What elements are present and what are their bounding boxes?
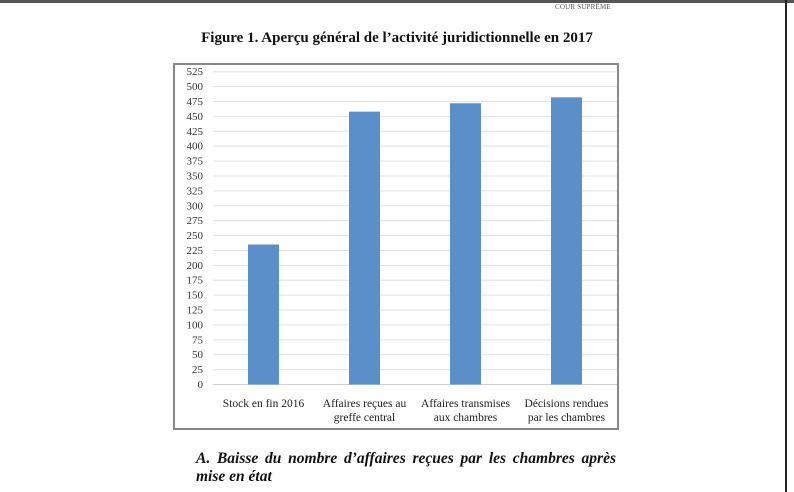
y-tick-label: 500 xyxy=(187,81,204,93)
y-tick-label: 275 xyxy=(187,215,204,227)
y-tick-label: 450 xyxy=(187,111,204,123)
bar xyxy=(349,111,380,385)
bar xyxy=(551,97,582,385)
y-tick-label: 75 xyxy=(192,334,204,346)
y-tick-label: 100 xyxy=(187,319,204,331)
y-tick-label: 125 xyxy=(187,305,204,317)
running-head: COUR SUPRÊME xyxy=(555,3,611,11)
page-top-border xyxy=(0,0,794,3)
bar xyxy=(450,103,481,385)
y-tick-label: 375 xyxy=(187,156,204,168)
x-tick-label: greffe central xyxy=(334,412,395,424)
y-tick-label: 525 xyxy=(187,66,204,78)
x-tick-label: aux chambres xyxy=(434,412,498,424)
y-tick-label: 325 xyxy=(187,185,204,197)
y-tick-label: 300 xyxy=(187,200,204,212)
y-tick-label: 475 xyxy=(187,96,204,108)
section-heading: A. Baisse du nombre d’affaires reçues pa… xyxy=(196,450,616,485)
y-tick-label: 350 xyxy=(187,170,204,182)
chart-frame xyxy=(173,63,619,430)
page-right-border xyxy=(785,0,787,492)
y-tick-label: 400 xyxy=(187,141,204,153)
y-tick-label: 200 xyxy=(187,260,204,272)
x-tick-label: par les chambres xyxy=(528,412,606,424)
x-tick-label: Affaires reçues au xyxy=(323,398,407,410)
y-tick-label: 50 xyxy=(192,349,204,361)
y-tick-label: 0 xyxy=(198,379,204,391)
y-tick-label: 150 xyxy=(187,290,204,302)
x-tick-label: Décisions rendues xyxy=(525,398,610,410)
y-tick-label: 25 xyxy=(192,364,204,376)
y-tick-label: 250 xyxy=(187,230,204,242)
x-tick-label: Stock en fin 2016 xyxy=(223,398,305,410)
y-tick-label: 425 xyxy=(187,126,204,138)
figure-title: Figure 1. Aperçu général de l’activité j… xyxy=(201,30,593,46)
y-tick-label: 225 xyxy=(187,245,204,257)
x-tick-label: Affaires transmises xyxy=(421,398,510,410)
y-tick-label: 175 xyxy=(187,275,204,287)
bar xyxy=(248,244,279,385)
